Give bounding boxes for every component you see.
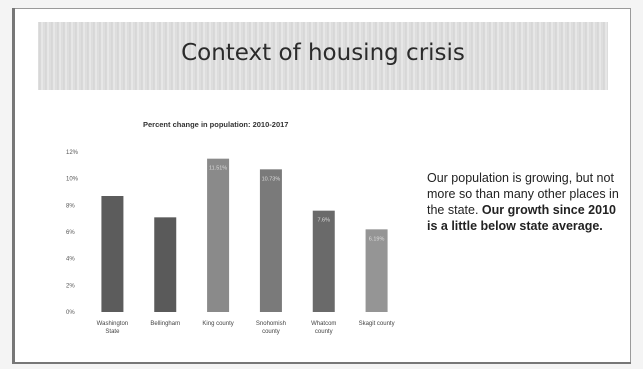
y-tick-label: 6% bbox=[66, 230, 75, 236]
x-tick-label: State bbox=[105, 329, 120, 335]
slide-border-bottom bbox=[12, 362, 631, 364]
bar-chart: Percent change in population: 2010-2017 … bbox=[58, 112, 408, 347]
bar bbox=[101, 196, 124, 312]
bar bbox=[154, 217, 177, 312]
bar-data-label: 6.19% bbox=[369, 236, 385, 242]
slide-border-left bbox=[12, 8, 15, 364]
bar-data-label: 10.73% bbox=[262, 176, 281, 182]
x-tick-label: King county bbox=[202, 321, 233, 327]
bar bbox=[207, 158, 230, 312]
x-tick-label: county bbox=[262, 329, 280, 335]
x-tick-label: Bellingham bbox=[150, 321, 180, 327]
body-text: Our population is growing, but not more … bbox=[427, 170, 627, 234]
bar-data-label: 7.6% bbox=[317, 218, 330, 224]
bar bbox=[365, 229, 388, 312]
chart-title: Percent change in population: 2010-2017 bbox=[143, 120, 289, 129]
body-text-normal: Our population is growing, but not more … bbox=[427, 171, 619, 217]
y-tick-label: 2% bbox=[66, 283, 75, 289]
x-tick-label: Whatcom bbox=[311, 321, 336, 327]
bar bbox=[312, 210, 335, 312]
title-band: Context of housing crisis bbox=[38, 22, 608, 90]
bar-data-label: 11.51% bbox=[209, 166, 227, 172]
y-tick-label: 8% bbox=[66, 203, 75, 209]
y-tick-label: 4% bbox=[66, 257, 75, 263]
slide-title: Context of housing crisis bbox=[181, 40, 465, 66]
y-tick-label: 12% bbox=[66, 150, 79, 156]
x-tick-label: county bbox=[315, 329, 333, 335]
y-tick-label: 0% bbox=[66, 310, 75, 316]
x-tick-label: Skagit county bbox=[359, 321, 395, 327]
x-tick-label: Washington bbox=[97, 321, 128, 327]
chart-plot: 0% 2% 4% 6% 8% 10% 12% Washington State Bellingha… bbox=[66, 150, 395, 335]
y-tick-label: 10% bbox=[66, 177, 79, 183]
bar bbox=[259, 169, 282, 312]
body-text-bold: Our growth since 2010 is a little below … bbox=[427, 203, 616, 233]
x-tick-label: Snohomish bbox=[256, 321, 286, 327]
